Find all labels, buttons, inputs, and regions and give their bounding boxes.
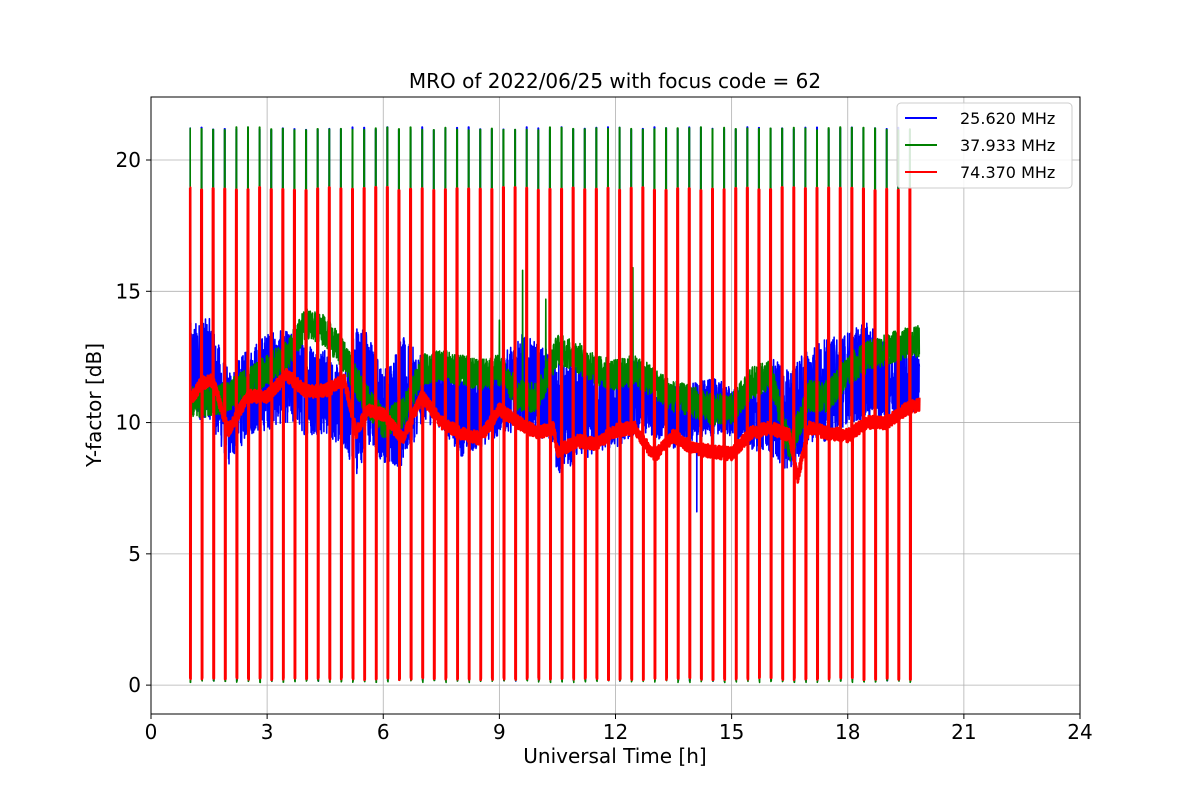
y-axis-label: Y-factor [dB] <box>82 343 106 468</box>
plot-series <box>188 126 921 684</box>
y-tick-label: 10 <box>116 411 141 435</box>
legend-label-25mhz: 25.620 MHz <box>960 109 1055 128</box>
legend-label-74mhz: 74.370 MHz <box>960 163 1055 182</box>
x-tick-label: 12 <box>603 720 628 744</box>
series-line-74-370-MHz <box>188 186 921 682</box>
series-line-37-933-MHz <box>189 126 921 684</box>
legend-label-37mhz: 37.933 MHz <box>960 136 1055 155</box>
x-axis-label: Universal Time [h] <box>523 744 706 768</box>
chart-title: MRO of 2022/06/25 with focus code = 62 <box>409 69 821 93</box>
x-tick-label: 9 <box>493 720 506 744</box>
x-tick-label: 21 <box>951 720 976 744</box>
x-tick-label: 3 <box>261 720 274 744</box>
x-tick-label: 6 <box>377 720 390 744</box>
axis-ticks: 0 3 6 9 12 15 18 21 24 0 5 10 15 20 <box>116 148 1093 744</box>
x-tick-label: 18 <box>835 720 860 744</box>
y-tick-label: 5 <box>128 542 141 566</box>
y-tick-label: 0 <box>128 673 141 697</box>
x-tick-label: 15 <box>719 720 744 744</box>
legend-box <box>896 102 1073 189</box>
x-tick-label: 24 <box>1067 720 1092 744</box>
legend: 25.620 MHz 37.933 MHz 74.370 MHz <box>896 102 1073 189</box>
y-tick-label: 20 <box>116 148 141 172</box>
y-tick-label: 15 <box>116 279 141 303</box>
series-line-25-620-MHz <box>189 126 921 682</box>
x-tick-label: 0 <box>145 720 158 744</box>
